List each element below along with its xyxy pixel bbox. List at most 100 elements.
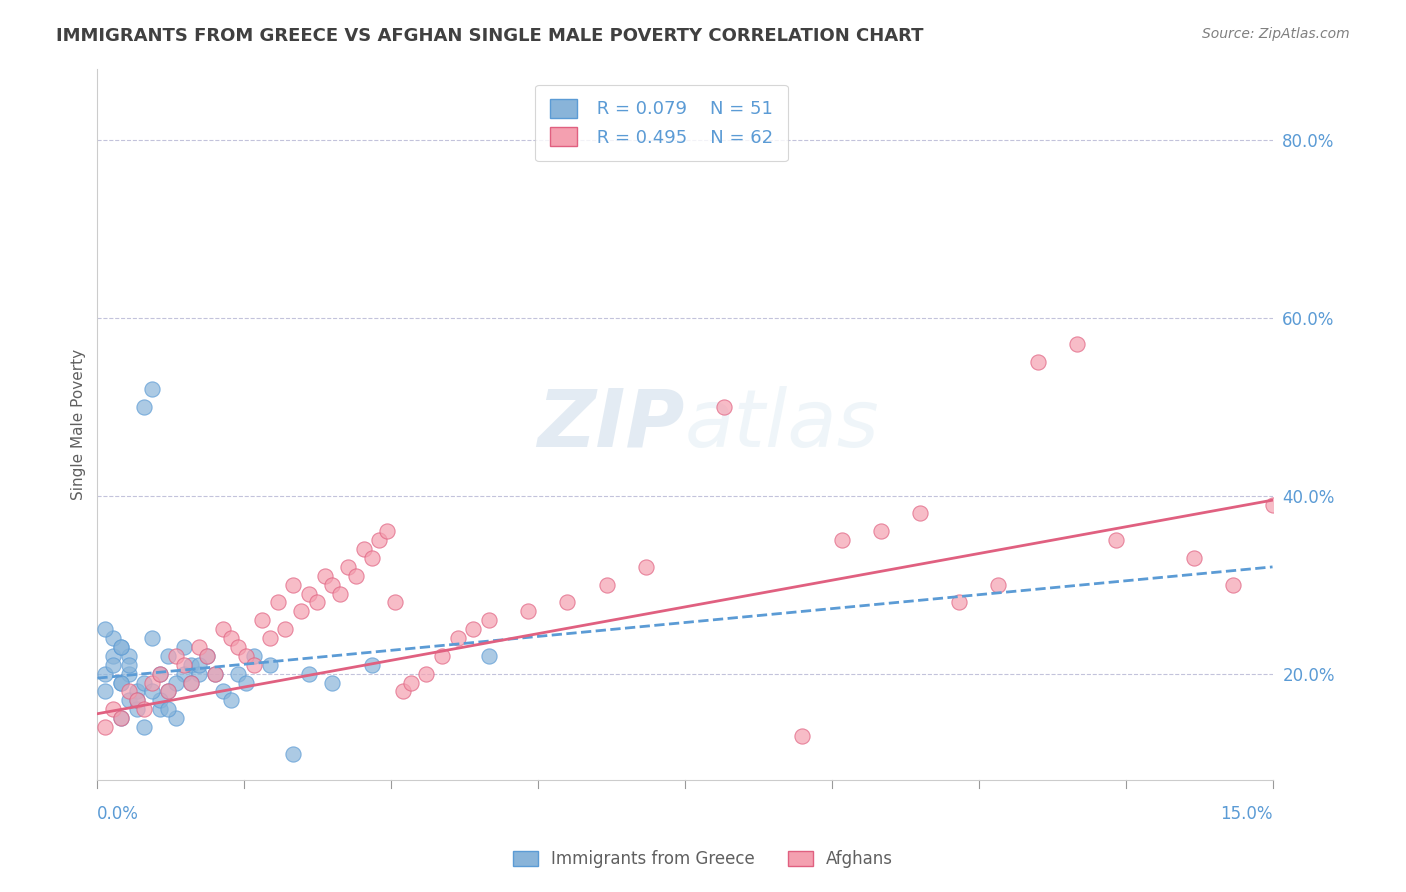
Point bbox=[101, 631, 124, 645]
Point bbox=[305, 595, 328, 609]
Text: ZIP: ZIP bbox=[537, 385, 685, 464]
Point bbox=[94, 622, 117, 636]
Point bbox=[173, 666, 195, 681]
Point bbox=[869, 524, 891, 539]
Point bbox=[831, 533, 853, 548]
Point bbox=[266, 595, 288, 609]
Point bbox=[228, 640, 250, 654]
Text: 0.0%: 0.0% bbox=[97, 805, 139, 823]
Point bbox=[110, 640, 132, 654]
Point bbox=[235, 648, 257, 663]
Point bbox=[195, 648, 218, 663]
Point bbox=[149, 666, 172, 681]
Point bbox=[156, 702, 179, 716]
Point bbox=[118, 666, 141, 681]
Point bbox=[110, 711, 132, 725]
Point bbox=[101, 657, 124, 672]
Text: IMMIGRANTS FROM GREECE VS AFGHAN SINGLE MALE POVERTY CORRELATION CHART: IMMIGRANTS FROM GREECE VS AFGHAN SINGLE … bbox=[56, 27, 924, 45]
Point bbox=[634, 560, 657, 574]
Point bbox=[360, 551, 382, 566]
Point bbox=[1222, 577, 1244, 591]
Point bbox=[134, 702, 156, 716]
Point bbox=[125, 693, 148, 707]
Point bbox=[94, 720, 117, 734]
Point bbox=[517, 604, 540, 618]
Point bbox=[110, 675, 132, 690]
Point bbox=[110, 711, 132, 725]
Point bbox=[173, 657, 195, 672]
Point bbox=[118, 648, 141, 663]
Point bbox=[149, 702, 172, 716]
Point bbox=[948, 595, 970, 609]
Point bbox=[360, 657, 382, 672]
Point bbox=[595, 577, 617, 591]
Point bbox=[165, 675, 187, 690]
Point bbox=[165, 711, 187, 725]
Point bbox=[101, 702, 124, 716]
Point bbox=[219, 693, 242, 707]
Point bbox=[188, 640, 211, 654]
Text: 15.0%: 15.0% bbox=[1220, 805, 1272, 823]
Point bbox=[125, 684, 148, 698]
Point bbox=[211, 622, 233, 636]
Point bbox=[375, 524, 398, 539]
Point bbox=[321, 577, 343, 591]
Point bbox=[314, 569, 336, 583]
Point bbox=[399, 675, 422, 690]
Point bbox=[219, 631, 242, 645]
Point bbox=[101, 648, 124, 663]
Point bbox=[478, 613, 501, 627]
Point bbox=[243, 657, 266, 672]
Point bbox=[134, 675, 156, 690]
Point bbox=[713, 400, 735, 414]
Point bbox=[141, 675, 163, 690]
Point bbox=[329, 586, 352, 600]
Point bbox=[1261, 498, 1284, 512]
Legend: Immigrants from Greece, Afghans: Immigrants from Greece, Afghans bbox=[506, 844, 900, 875]
Point bbox=[274, 622, 297, 636]
Point bbox=[415, 666, 437, 681]
Point bbox=[344, 569, 367, 583]
Point bbox=[353, 542, 375, 557]
Point bbox=[180, 675, 202, 690]
Point bbox=[141, 631, 163, 645]
Point bbox=[392, 684, 415, 698]
Point bbox=[110, 675, 132, 690]
Y-axis label: Single Male Poverty: Single Male Poverty bbox=[72, 349, 86, 500]
Point bbox=[125, 693, 148, 707]
Point bbox=[94, 666, 117, 681]
Point bbox=[290, 604, 312, 618]
Point bbox=[156, 684, 179, 698]
Point bbox=[792, 729, 814, 743]
Point bbox=[228, 666, 250, 681]
Point bbox=[211, 684, 233, 698]
Point bbox=[384, 595, 406, 609]
Point bbox=[188, 657, 211, 672]
Point bbox=[118, 657, 141, 672]
Point bbox=[125, 702, 148, 716]
Point bbox=[908, 507, 931, 521]
Point bbox=[1026, 355, 1049, 369]
Point bbox=[134, 400, 156, 414]
Point bbox=[204, 666, 226, 681]
Point bbox=[94, 684, 117, 698]
Point bbox=[173, 640, 195, 654]
Point bbox=[156, 684, 179, 698]
Point bbox=[188, 666, 211, 681]
Point bbox=[118, 684, 141, 698]
Point bbox=[149, 666, 172, 681]
Point bbox=[368, 533, 391, 548]
Point bbox=[204, 666, 226, 681]
Point bbox=[259, 657, 281, 672]
Point bbox=[259, 631, 281, 645]
Point bbox=[165, 648, 187, 663]
Point bbox=[337, 560, 360, 574]
Point bbox=[321, 675, 343, 690]
Point bbox=[180, 675, 202, 690]
Text: Source: ZipAtlas.com: Source: ZipAtlas.com bbox=[1202, 27, 1350, 41]
Point bbox=[1105, 533, 1128, 548]
Point bbox=[1066, 337, 1088, 351]
Legend:  R = 0.079    N = 51,  R = 0.495    N = 62: R = 0.079 N = 51, R = 0.495 N = 62 bbox=[536, 85, 787, 161]
Text: atlas: atlas bbox=[685, 385, 880, 464]
Point bbox=[156, 648, 179, 663]
